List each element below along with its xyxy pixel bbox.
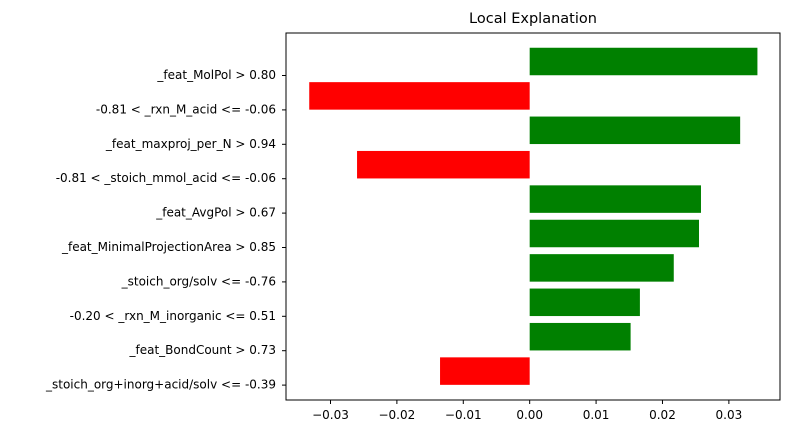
chart-title: Local Explanation — [469, 11, 597, 27]
y-tick-label: _feat_MinimalProjectionArea > 0.85 — [61, 240, 276, 254]
y-tick-label: -0.81 < _rxn_M_acid <= -0.06 — [96, 102, 276, 116]
y-tick-label: _stoich_org/solv <= -0.76 — [121, 274, 276, 288]
y-axis-ticks: _feat_MolPol > 0.80 -0.81 < _rxn_M_acid <… — [45, 68, 286, 392]
bar — [440, 357, 530, 385]
y-tick-label: _feat_MolPol > 0.80 — [156, 68, 276, 82]
plot-frame — [285, 32, 781, 401]
x-tick-label: 0.03 — [716, 408, 743, 422]
y-tick-label: _feat_AvgPol > 0.67 — [155, 206, 276, 220]
y-tick-label: -0.81 < _stoich_mmol_acid <= -0.06 — [56, 171, 276, 185]
bar — [529, 254, 674, 282]
y-tick-label: _feat_maxproj_per_N > 0.94 — [105, 137, 276, 151]
x-tick-label: 0.02 — [649, 408, 676, 422]
bar — [529, 322, 631, 351]
bar — [529, 219, 699, 248]
x-axis-ticks: −0.03 −0.02 −0.01 0.00 0.01 0.02 0.03 — [312, 400, 742, 422]
x-tick-label: −0.01 — [445, 408, 482, 422]
bar — [357, 150, 530, 179]
bars-group — [309, 47, 758, 385]
y-tick-label: _feat_BondCount > 0.73 — [128, 343, 276, 357]
bar — [529, 47, 758, 76]
x-tick-label: 0.01 — [583, 408, 610, 422]
x-tick-label: 0.00 — [516, 408, 543, 422]
bar — [529, 288, 640, 317]
y-tick-label: _stoich_org+inorg+acid/solv <= -0.39 — [45, 378, 276, 392]
bar — [529, 185, 701, 213]
x-tick-label: −0.03 — [312, 408, 349, 422]
y-tick-label: -0.20 < _rxn_M_inorganic <= 0.51 — [70, 309, 276, 323]
bar — [309, 82, 530, 110]
bar — [529, 116, 741, 145]
x-tick-label: −0.02 — [378, 408, 415, 422]
